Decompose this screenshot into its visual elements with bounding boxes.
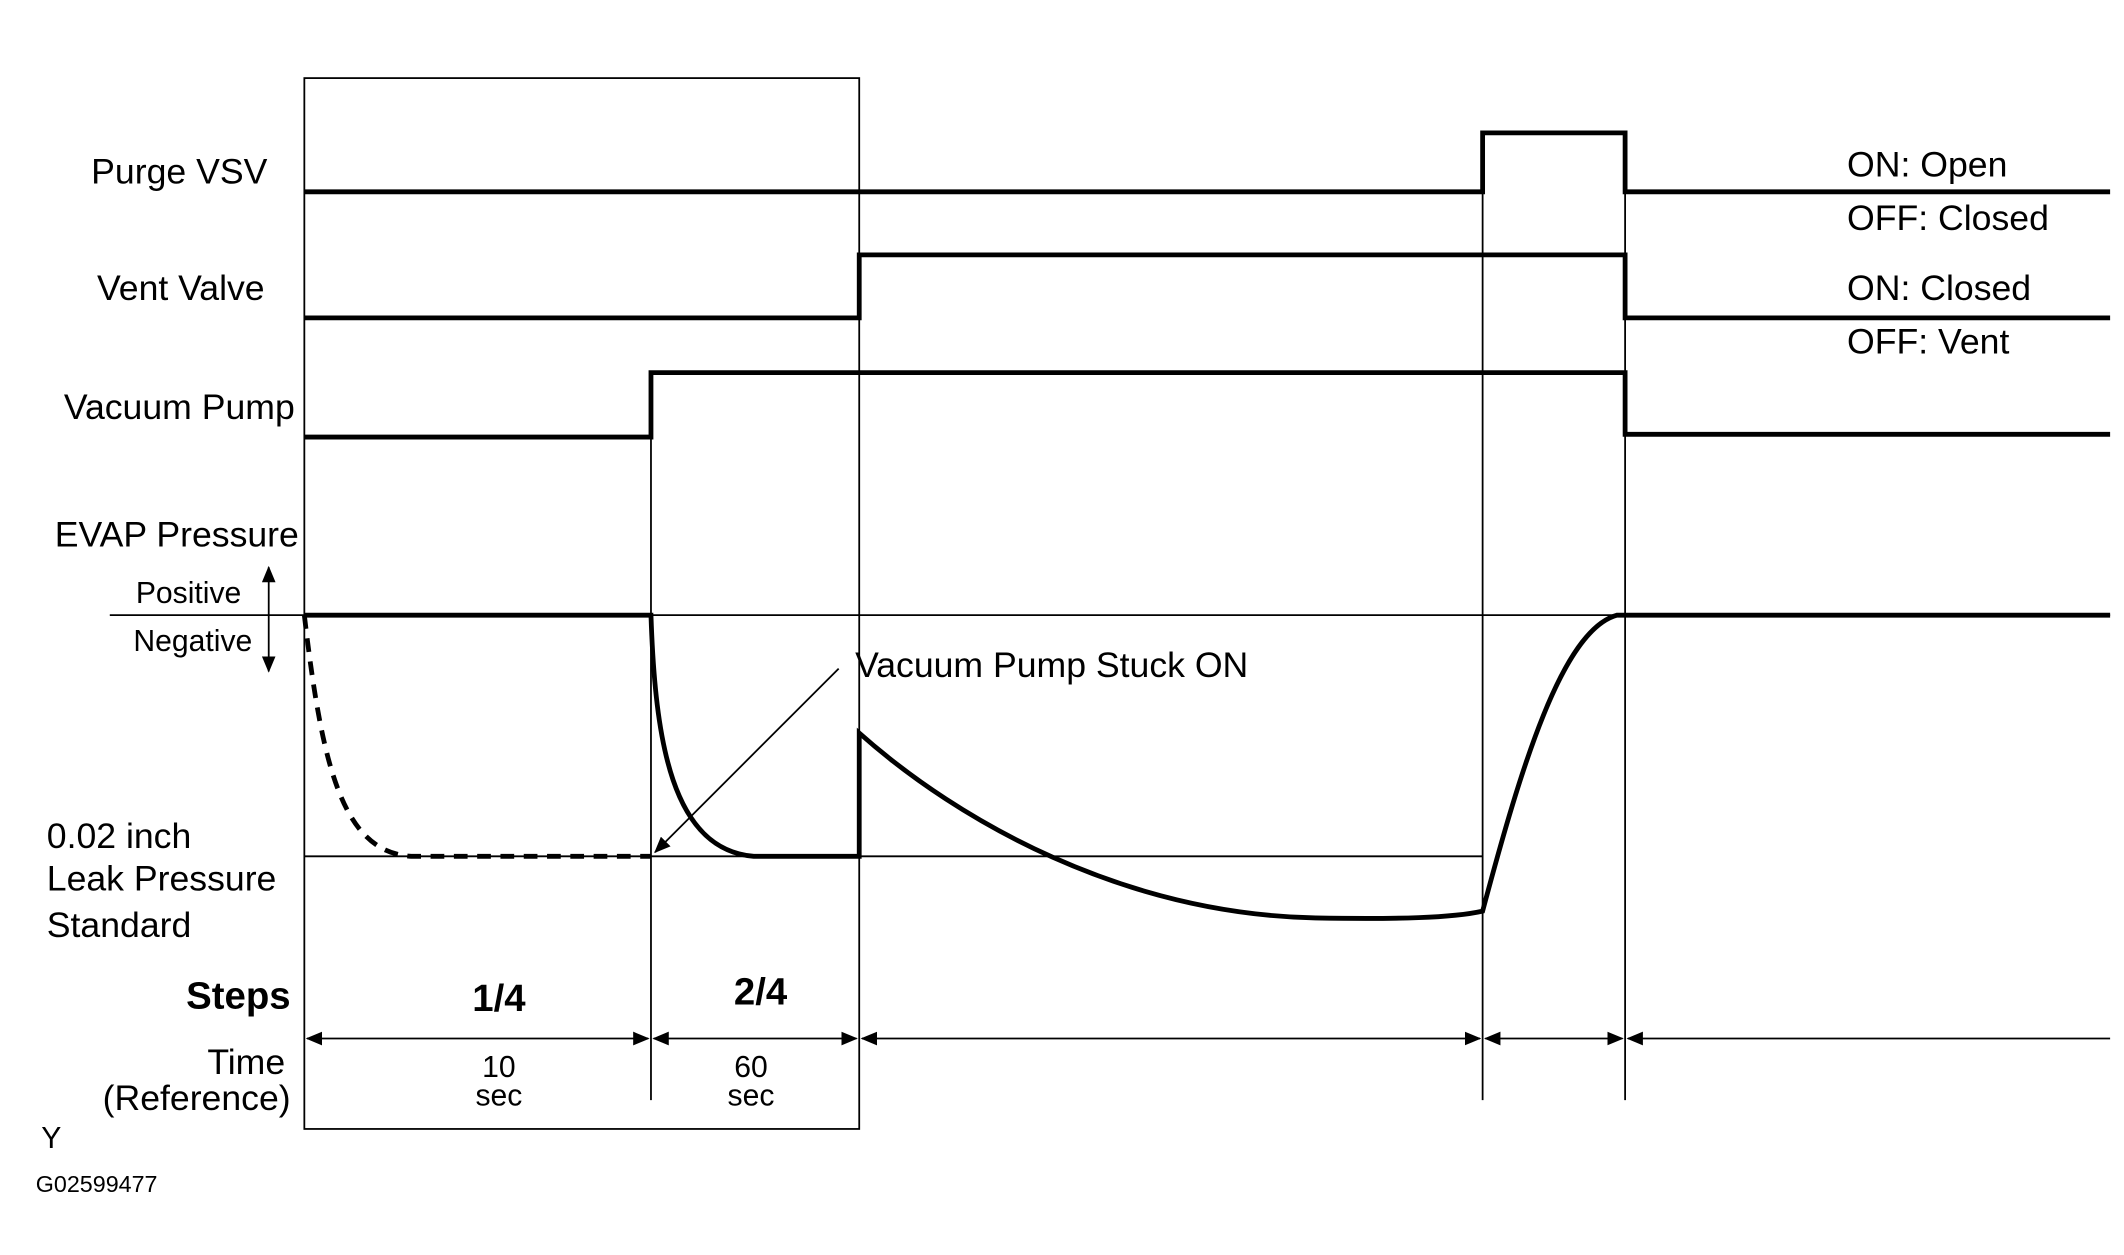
leak-label: 0.02 inch: [47, 816, 192, 856]
time-value: sec: [475, 1080, 522, 1113]
steps-label: Steps: [186, 974, 290, 1017]
time-value: 60: [734, 1051, 768, 1084]
signal-label: Vent Valve: [97, 268, 265, 308]
signals: [261, 130, 2111, 921]
leak-label: Standard: [47, 905, 192, 945]
state-label: ON: Open: [1847, 145, 2007, 185]
leak-label: Leak Pressure: [47, 859, 277, 899]
state-label: ON: Closed: [1847, 268, 2031, 308]
signal-label: EVAP Pressure: [55, 515, 299, 555]
direction-label: Negative: [133, 625, 252, 658]
time-label: (Reference): [103, 1078, 291, 1118]
figure-id: G02599477: [36, 1171, 158, 1197]
state-label: OFF: Closed: [1847, 198, 2049, 238]
step: 2/4: [734, 970, 788, 1013]
annotation: Vacuum Pump Stuck ON: [855, 645, 1248, 685]
signal-label: Vacuum Pump: [64, 387, 295, 427]
labels: Purge VSV Vent Valve Vacuum Pump EVAP Pr…: [36, 145, 2049, 1197]
time-value: sec: [728, 1080, 775, 1113]
time-value: 10: [482, 1051, 516, 1084]
time-label: Time: [207, 1042, 285, 1082]
corner-mark: Y: [41, 1122, 61, 1155]
signal-label: Purge VSV: [91, 152, 267, 192]
state-label: OFF: Vent: [1847, 321, 2009, 361]
step: 1/4: [472, 977, 526, 1020]
frame: [109, 77, 2111, 1130]
direction-label: Positive: [136, 577, 241, 610]
